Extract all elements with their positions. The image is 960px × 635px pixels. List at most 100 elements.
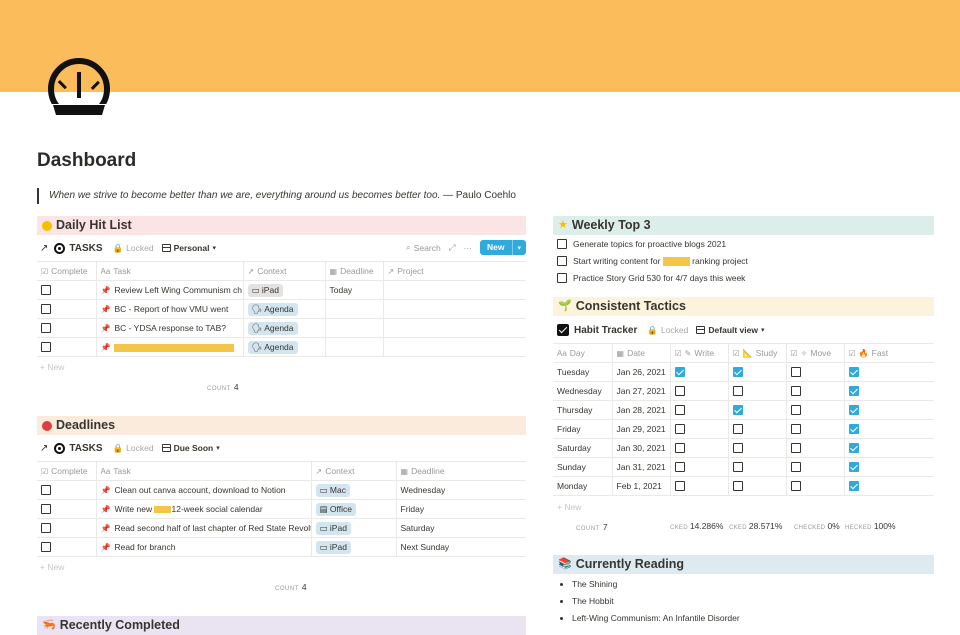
daily-hit-list-heading[interactable]: Daily Hit List	[37, 216, 526, 235]
context-tag[interactable]: ▤ Office	[315, 502, 356, 516]
column-header[interactable]: ↗ Context	[243, 261, 326, 281]
move-checkbox[interactable]	[790, 424, 801, 435]
open-arrow-icon[interactable]: ↗	[40, 442, 49, 454]
table-row[interactable]: 📌 BC - YDSA response to TAB? 🗣 Agenda	[37, 318, 526, 338]
expand-icon[interactable]: ⤢	[448, 242, 456, 252]
deadline-cell[interactable]: Friday	[396, 499, 526, 519]
complete-checkbox[interactable]	[41, 304, 51, 315]
study-checkbox[interactable]	[732, 424, 743, 435]
write-checkbox[interactable]	[674, 367, 685, 378]
project-cell[interactable]	[383, 318, 526, 338]
complete-checkbox[interactable]	[41, 285, 51, 296]
context-tag[interactable]: ▭ iPad	[247, 283, 283, 297]
locked-indicator[interactable]: 🔒 Locked	[112, 242, 154, 254]
complete-checkbox[interactable]	[41, 323, 51, 334]
fast-checkbox[interactable]	[848, 462, 859, 473]
table-row[interactable]: 📌 Write new 12-week social calendar ▤ Off…	[37, 499, 526, 519]
project-cell[interactable]	[383, 280, 526, 300]
locked-indicator[interactable]: 🔒 Locked	[112, 442, 154, 454]
column-header[interactable]: Aa Task	[96, 461, 312, 481]
complete-checkbox[interactable]	[41, 523, 51, 534]
move-checkbox[interactable]	[790, 405, 801, 416]
deadline-cell[interactable]: Saturday	[396, 518, 526, 538]
table-row[interactable]: Saturday Jan 30, 2021	[553, 438, 934, 458]
column-header[interactable]: ▦ Deadline	[325, 261, 384, 281]
complete-checkbox[interactable]	[41, 542, 51, 553]
fast-checkbox[interactable]	[848, 481, 859, 492]
date-cell[interactable]: Jan 27, 2021	[612, 381, 671, 401]
list-item[interactable]: The Hobbit	[560, 596, 614, 606]
table-row[interactable]: 📌 Clean out canva account, download to No…	[37, 480, 526, 500]
date-cell[interactable]: Jan 30, 2021	[612, 438, 671, 458]
complete-checkbox[interactable]	[41, 485, 51, 496]
table-row[interactable]: Tuesday Jan 26, 2021	[553, 362, 934, 382]
consistent-tactics-heading[interactable]: 🌱 Consistent Tactics	[553, 297, 934, 316]
table-row[interactable]: Friday Jan 29, 2021	[553, 419, 934, 439]
day-cell[interactable]: Wednesday	[553, 381, 613, 401]
write-checkbox[interactable]	[674, 481, 685, 492]
table-row[interactable]: 📌 Read for branch ▭ iPad Next Sunday	[37, 537, 526, 557]
day-cell[interactable]: Sunday	[553, 457, 613, 477]
deadline-cell[interactable]: Next Sunday	[396, 537, 526, 557]
study-checkbox[interactable]	[732, 386, 743, 397]
day-cell[interactable]: Friday	[553, 419, 613, 439]
open-arrow-icon[interactable]: ↗	[40, 242, 49, 254]
write-checkbox[interactable]	[674, 424, 685, 435]
deadline-cell[interactable]: Wednesday	[396, 480, 526, 500]
table-row[interactable]: 📌 BC - Report of how VMU went 🗣 Agenda	[37, 299, 526, 319]
write-checkbox[interactable]	[674, 405, 685, 416]
recently-completed-heading[interactable]: 🦐 Recently Completed	[37, 616, 526, 635]
todo-checkbox[interactable]	[557, 273, 567, 283]
deadline-cell[interactable]	[325, 299, 384, 319]
project-cell[interactable]	[383, 337, 526, 357]
study-checkbox[interactable]	[732, 405, 743, 416]
fast-checkbox[interactable]	[848, 367, 859, 378]
study-checkbox[interactable]	[732, 443, 743, 454]
todo-checkbox[interactable]	[557, 239, 567, 249]
day-cell[interactable]: Tuesday	[553, 362, 613, 382]
table-row[interactable]: 📌 🗣 Agenda	[37, 337, 526, 357]
move-checkbox[interactable]	[790, 481, 801, 492]
date-cell[interactable]: Jan 28, 2021	[612, 400, 671, 420]
day-cell[interactable]: Saturday	[553, 438, 613, 458]
write-checkbox[interactable]	[674, 386, 685, 397]
date-cell[interactable]: Jan 31, 2021	[612, 457, 671, 477]
deadline-cell[interactable]	[325, 318, 384, 338]
redacted-task[interactable]	[114, 343, 235, 352]
fast-checkbox[interactable]	[848, 424, 859, 435]
hitlist-view-selector[interactable]: Personal ▾	[161, 243, 216, 253]
study-calc[interactable]: CKED 28.571%	[729, 521, 783, 531]
habit-view-selector[interactable]: Default view ▾	[696, 325, 765, 335]
hitlist-db-name[interactable]: TASKS	[69, 242, 103, 254]
fast-calc[interactable]: HECKED 100%	[845, 521, 896, 531]
deadlines-heading[interactable]: Deadlines	[37, 416, 526, 435]
locked-indicator[interactable]: 🔒 Locked	[647, 324, 689, 336]
write-checkbox[interactable]	[674, 443, 685, 454]
table-row[interactable]: Sunday Jan 31, 2021	[553, 457, 934, 477]
deadline-cell[interactable]	[325, 337, 384, 357]
page-cover[interactable]	[0, 0, 960, 92]
row-count[interactable]: COUNT 7	[576, 522, 608, 532]
more-icon[interactable]: ···	[463, 242, 473, 253]
deadline-cell[interactable]: Today	[325, 280, 384, 300]
todo-item[interactable]: Start writing content for ranking projec…	[557, 256, 748, 267]
currently-reading-heading[interactable]: 📚 Currently Reading	[553, 555, 934, 574]
table-row[interactable]: 📌 Review Left Wing Communism ch ▭ iPad To…	[37, 280, 526, 300]
row-count[interactable]: COUNT 4	[207, 382, 239, 392]
context-tag[interactable]: ▭ iPad	[315, 540, 351, 554]
study-checkbox[interactable]	[732, 462, 743, 473]
chevron-down-icon[interactable]: ▾	[517, 244, 522, 252]
table-row[interactable]: 📌 Read second half of last chapter of Red…	[37, 518, 526, 538]
search-button[interactable]: ⌕ Search	[406, 242, 441, 253]
list-item[interactable]: Left-Wing Communism: An Infantile Disord…	[560, 613, 740, 623]
page-title[interactable]: Dashboard	[37, 150, 137, 171]
column-header[interactable]: ☑ ✎ Write	[670, 343, 729, 363]
column-header[interactable]: ☑ Complete	[37, 461, 97, 481]
write-calc[interactable]: CKED 14.286%	[670, 521, 724, 531]
move-calc[interactable]: CHECKED 0%	[794, 521, 840, 531]
day-cell[interactable]: Monday	[553, 476, 613, 496]
todo-checkbox[interactable]	[557, 256, 567, 267]
column-header[interactable]: Aa Task	[96, 261, 244, 281]
move-checkbox[interactable]	[790, 367, 801, 378]
move-checkbox[interactable]	[790, 386, 801, 397]
